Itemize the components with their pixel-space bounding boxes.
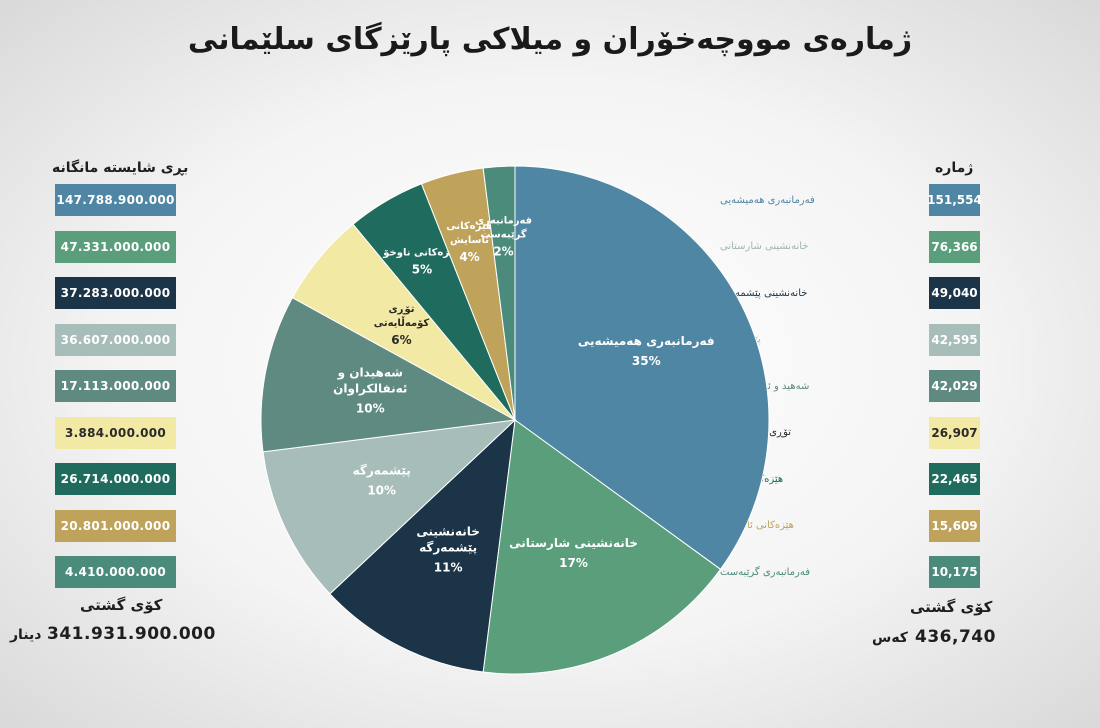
count-value: 76,366 [929,230,980,263]
slice-label: ئەنفالکراوان [333,381,407,396]
count-row: 10,175 فەرمانبەری گرێبەست [720,556,980,588]
count-label: هێزەکانی ئاسایش [720,520,794,531]
slice-label: شەهیدان و [337,365,403,380]
count-row: 15,609 هێزەکانی ئاسایش [720,509,980,542]
amount-column-header: بڕی شایستە مانگانە [52,160,189,176]
slice-label: ئاسایش [450,235,489,246]
pie-slice [514,165,770,570]
slice-percent: 6% [391,333,411,347]
amount-total-unit: دینار [10,627,42,643]
count-value: 10,175 [929,556,980,588]
pie-slice [329,418,516,673]
count-value: 49,040 [929,277,980,309]
slice-percent: 17% [559,556,588,570]
slice-label: فەرمانبەری هەمیشەیی [578,334,715,348]
count-row: 49,040 خانەنشینی پێشمەرگە [720,277,980,309]
count-total-unit: کەس [872,630,908,646]
count-total-label: کۆی گشتی [910,598,993,616]
count-row: 151,554 فەرمانبەری هەمیشەیی [720,184,982,216]
count-value: 15,609 [929,509,980,542]
count-total-value: 436,740 [915,627,996,647]
amount-box: 4.410.000.000 [55,556,176,588]
slice-percent: 5% [412,263,432,277]
slice-percent: 35% [632,354,661,368]
count-value: 151,554 [927,184,982,216]
slice-percent: 4% [459,250,479,264]
slice-percent: 10% [356,401,385,415]
slice-label: گرێبەست [480,227,527,240]
count-value: 42,029 [929,370,980,402]
count-column-header: ژمارە [935,160,974,176]
count-label: خانەنشینی شارستانی [720,241,809,252]
pie-slice [482,165,516,421]
slice-label: پێشمەرگە [353,464,411,478]
amount-box: 26.714.000.000 [55,463,176,495]
count-value: 22,465 [929,463,980,495]
count-value: 42,595 [929,323,980,356]
amount-box: 147.788.900.000 [55,184,176,216]
slice-percent: 11% [434,560,463,574]
page-title: ژمارەی مووچەخۆران و میلاکی پارێزگای سلێم… [187,22,913,57]
amount-box: 36.607.000.000 [55,323,176,356]
amount-total-value: 341.931.900.000 [47,624,216,644]
amount-box: 17.113.000.000 [55,370,176,402]
slice-percent: 2% [493,244,513,258]
slice-label: خانەنشینی [416,524,480,538]
count-label: فەرمانبەری گرێبەست [720,566,811,578]
amount-box: 20.801.000.000 [55,509,176,542]
pie-slice [482,419,722,675]
count-value: 26,907 [929,416,980,449]
count-label: خانەنشینی پێشمەرگە [720,287,808,299]
pie-slice [262,419,517,595]
slice-label: فەرمانبەری [475,215,532,226]
amount-total-label: کۆی گشتی [80,596,163,614]
amount-box: 3.884.000.000 [55,416,176,449]
slice-label: کۆمەڵایەتی [374,316,430,329]
slice-label: هێزەکانی [446,221,493,232]
pie-slice [260,296,517,453]
slice-label: پێشمەرگە [419,540,477,554]
slice-label: خانەنشینی شارستانی [509,536,638,550]
count-label: فەرمانبەری هەمیشەیی [720,194,815,206]
slice-label: هێزەکانی ناوخۆ [382,248,460,259]
slice-percent: 10% [367,484,396,498]
count-row: 76,366 خانەنشینی شارستانی [720,230,980,263]
amount-box: 47.331.000.000 [55,230,176,263]
slice-label: تۆڕی [388,304,414,315]
amount-box: 37.283.000.000 [55,277,176,309]
